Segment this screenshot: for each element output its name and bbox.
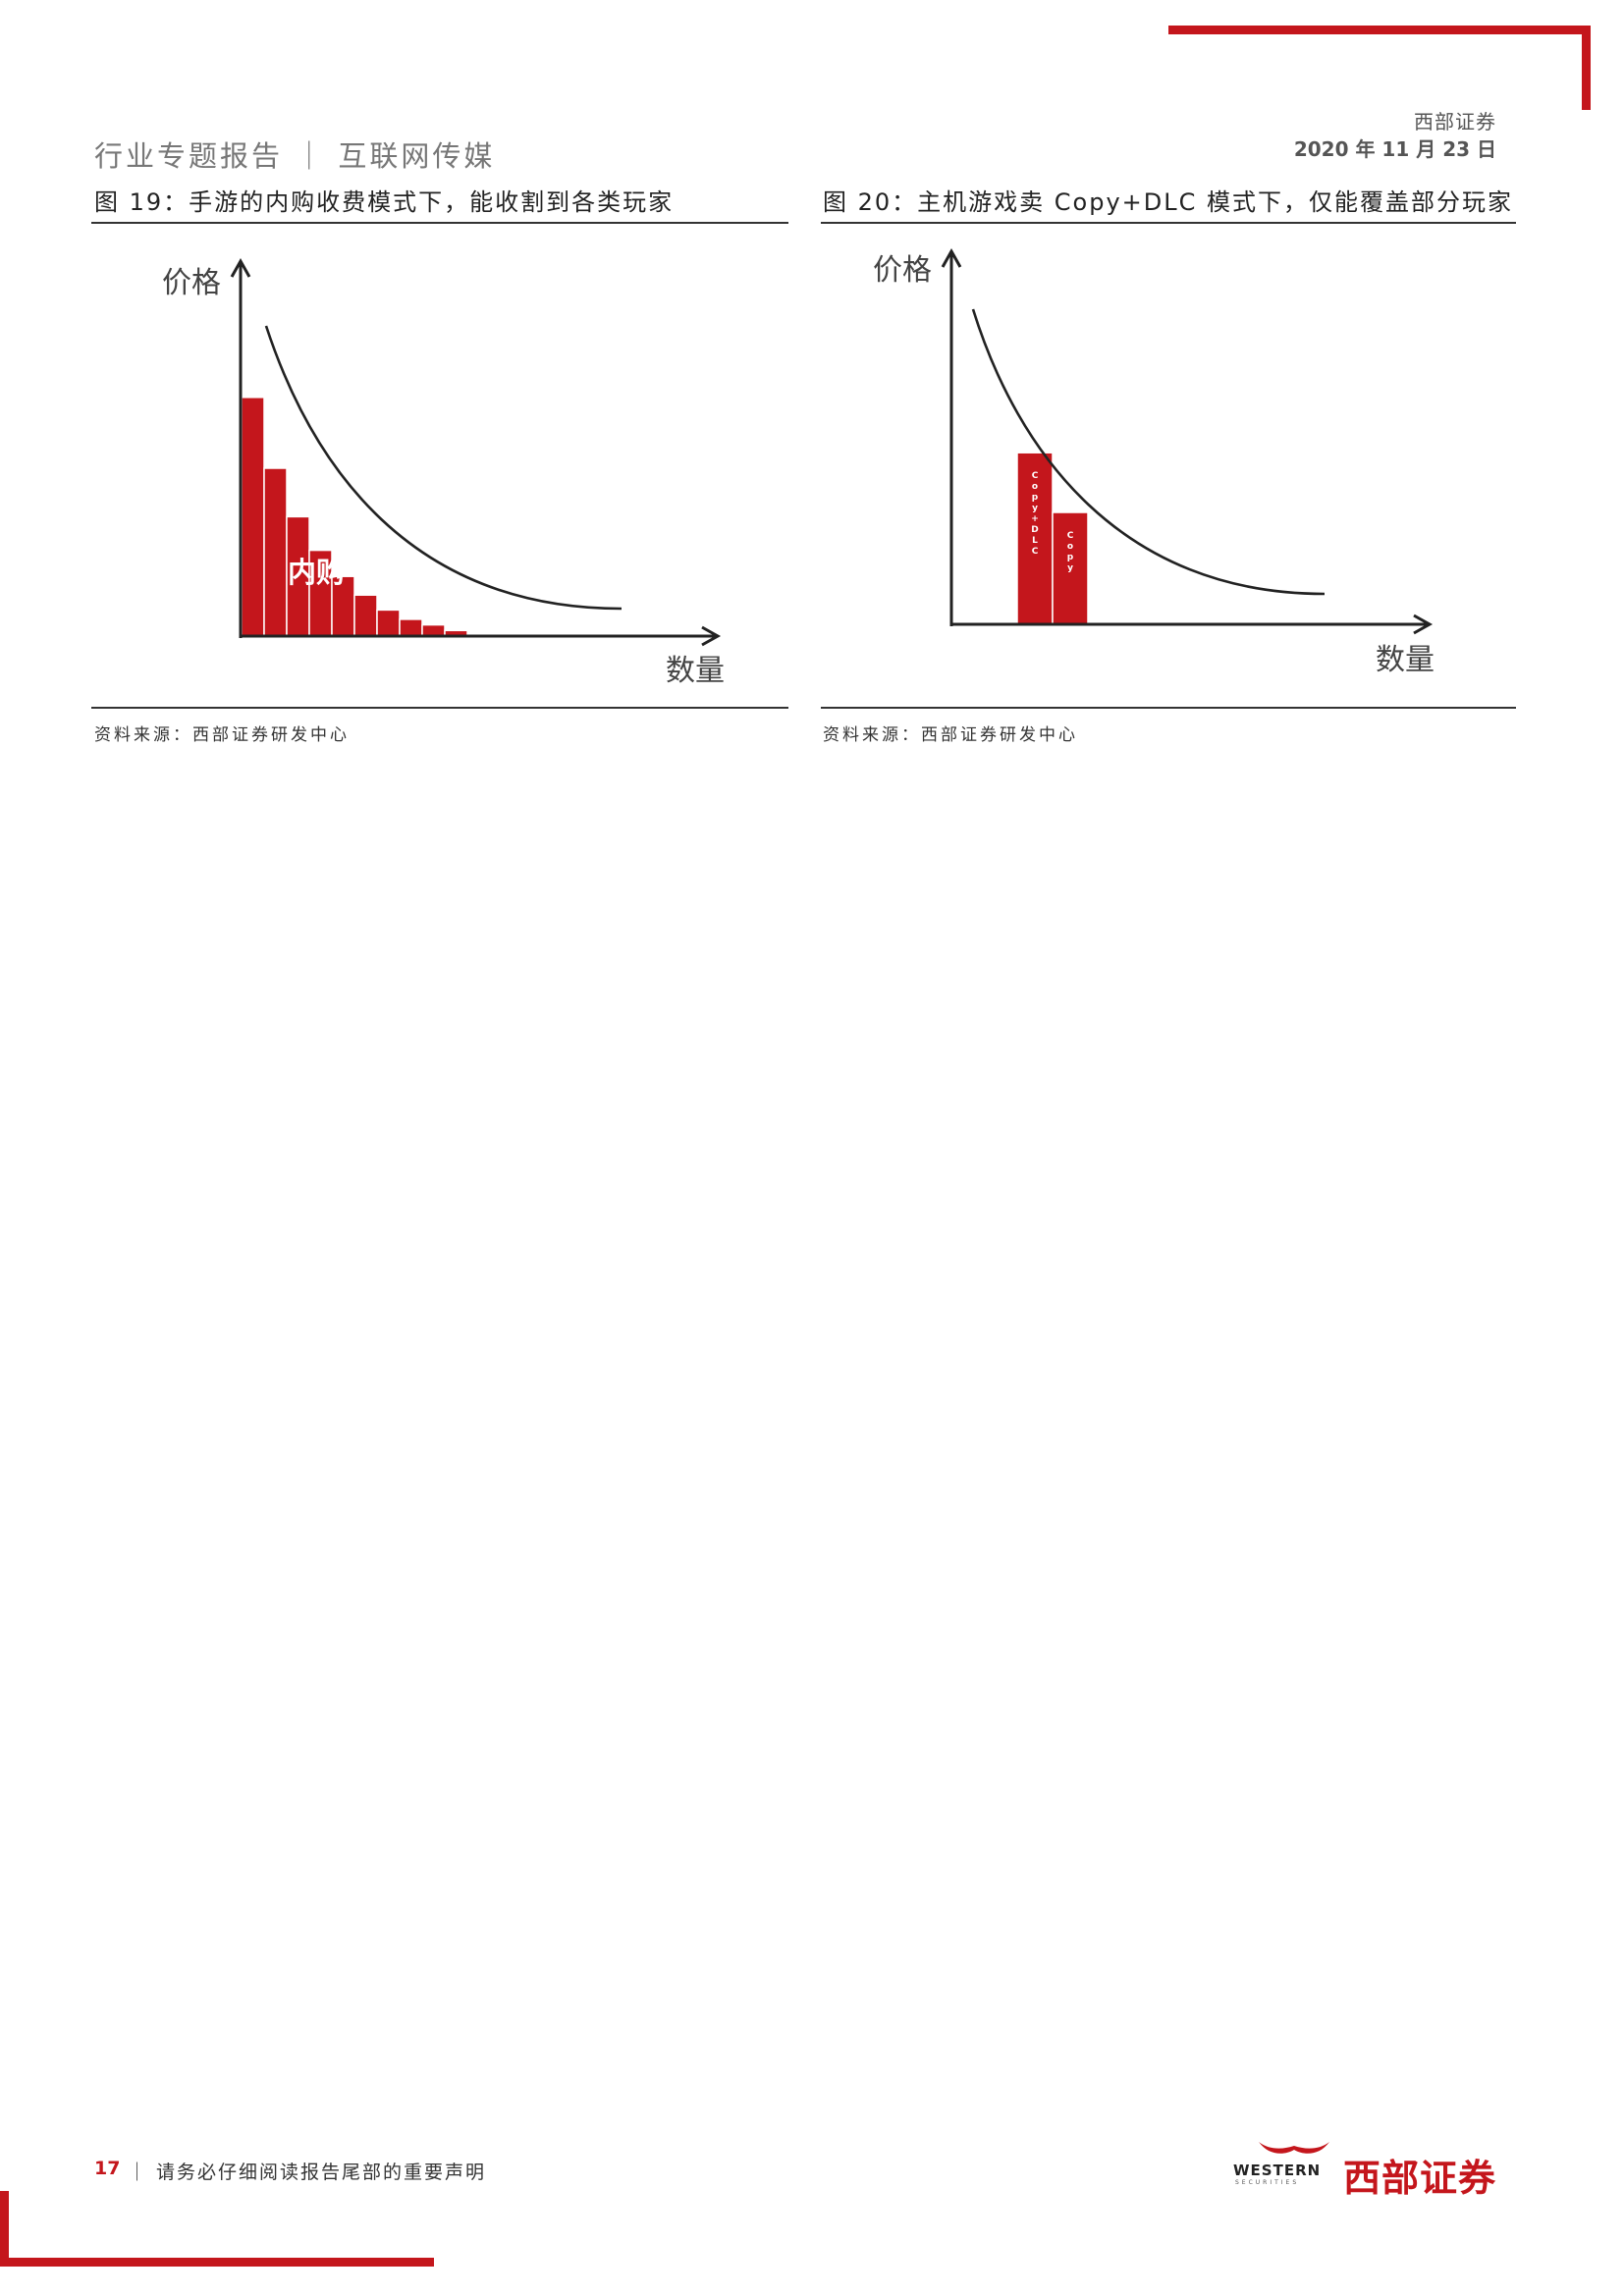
figure-19-chart: 价格 数量 内购 [162,257,725,688]
bull-horns-icon [1259,2142,1329,2154]
chart-19-bar-label: 内购 [288,556,345,589]
logo-western-text: WESTERN [1233,2162,1322,2179]
figure-19-source: 资料来源：西部证券研发中心 [94,725,350,745]
header-date: 2020 年 11 月 23 日 [1293,137,1496,161]
chart-19-y-arrow [230,257,251,278]
report-title: 行业专题报告 ｜ 互联网传媒 [94,139,496,173]
chart-20-ylabel: 价格 [873,253,932,288]
chart-19-bar-7 [376,609,401,637]
chart-20-demand-curve [971,308,1326,596]
header-company: 西部证券 [1414,110,1496,133]
figure-19-top-rule [91,222,788,224]
logo-securities-text: SECURITIES [1235,2179,1300,2186]
chart-19-xlabel: 数量 [666,654,725,688]
chart-19-bar-9 [421,623,446,637]
chart-19-ylabel: 价格 [162,266,221,300]
figure-20-source: 资料来源：西部证券研发中心 [823,725,1078,745]
figure-19-caption: 图 19：手游的内购收费模式下，能收割到各类玩家 [94,188,675,216]
chart-19-bars [241,397,468,637]
logo-chinese-text: 西部证券 [1343,2157,1497,2200]
chart-20-xlabel: 数量 [1376,643,1435,677]
figure-20-top-rule [821,222,1516,224]
chart-19-bar-2 [263,467,288,637]
chart-19-bar-8 [399,618,423,637]
figure-19-bottom-rule [91,707,788,709]
footer-disclaimer: ｜ 请务必仔细阅读报告尾部的重要声明 [128,2162,487,2183]
figure-20-bottom-rule [821,707,1516,709]
bottom-accent-bar [0,2258,434,2267]
chart-19-bar-1 [241,397,265,637]
chart-20-y-arrow [941,247,962,268]
bottom-accent-vertical [0,2191,9,2267]
top-accent-bar [1168,26,1591,34]
chart-19-demand-curve [264,325,623,611]
top-accent-vertical [1582,26,1591,110]
chart-20-x-arrow [1413,614,1434,635]
figure-20-caption: 图 20：主机游戏卖 Copy+DLC 模式下，仅能覆盖部分玩家 [823,188,1514,216]
chart-20-bar-1 [1016,452,1054,625]
western-securities-logo: WESTERN SECURITIES 西部证券 [1233,2142,1518,2200]
chart-19-x-arrow [701,625,722,647]
chart-19-bar-6 [353,594,378,637]
page-number: 17 [94,2158,121,2179]
